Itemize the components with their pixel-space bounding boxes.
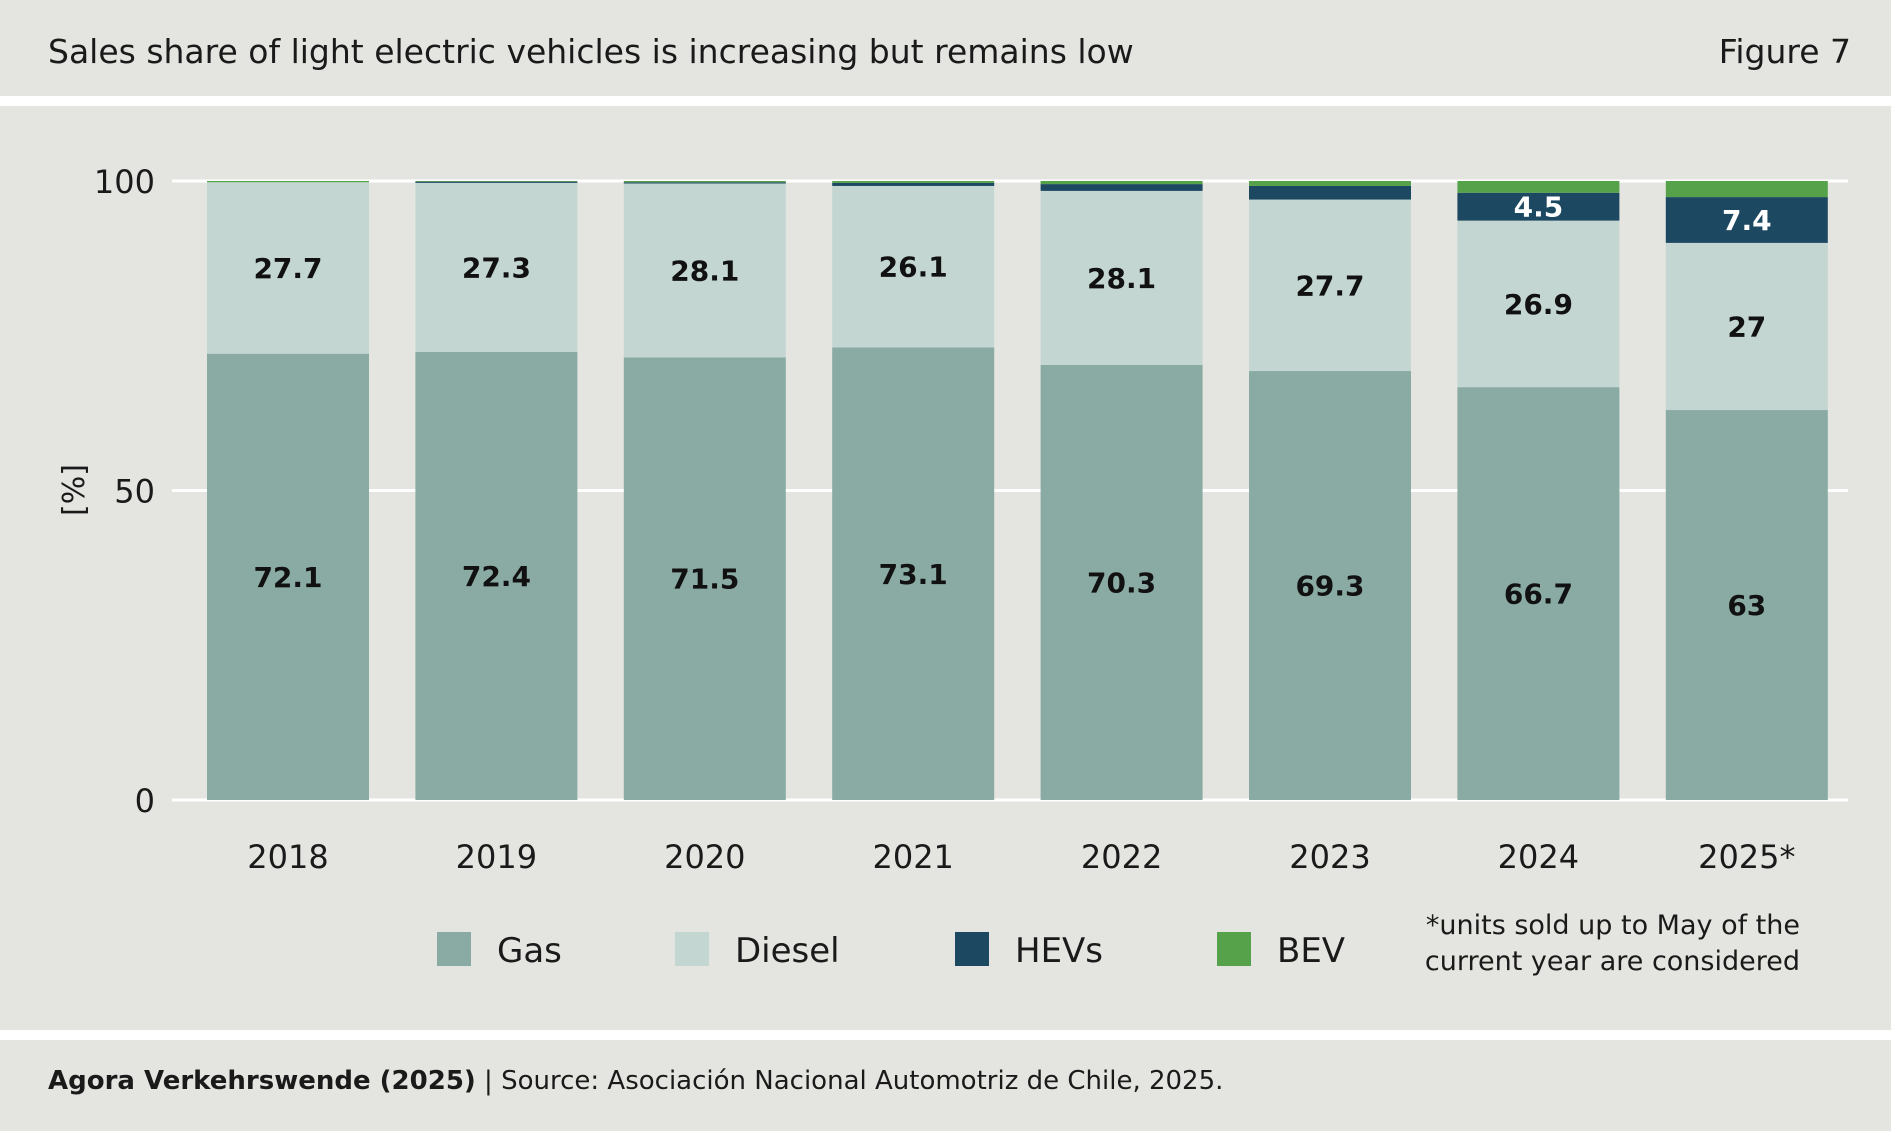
data-label: 27.3 [462, 251, 531, 284]
bar-diesel-2019 [415, 182, 578, 352]
footnote: *units sold up to May of the current year… [1425, 910, 1800, 977]
bar-hevs-2023 [1249, 185, 1411, 200]
data-label: 73.1 [879, 558, 948, 591]
bar-hevs-2024 [1457, 192, 1620, 221]
x-tick-label: 2025* [1698, 838, 1795, 876]
x-tick-label: 2018 [247, 838, 328, 876]
data-label: 71.5 [670, 563, 739, 596]
source: Source: Asociación Nacional Automotriz d… [501, 1066, 1224, 1096]
data-label: 27.7 [253, 252, 322, 285]
bar-hevs-2022 [1040, 184, 1203, 191]
data-label: 69.3 [1295, 570, 1364, 603]
bar-diesel-2024 [1457, 220, 1620, 388]
figure-label: Figure 7 [1718, 32, 1851, 71]
data-label: 66.7 [1504, 578, 1573, 611]
data-label: 27.7 [1295, 269, 1364, 302]
data-label: 72.4 [462, 560, 531, 593]
legend-label-bev: BEV [1277, 931, 1345, 971]
bar-diesel-2018 [207, 182, 369, 354]
footer-band: Agora Verkehrswende (2025) | Source: Aso… [0, 1040, 1891, 1131]
data-label: 7.4 [1722, 204, 1772, 237]
data-label: 27 [1727, 310, 1766, 343]
footer-text: Agora Verkehrswende (2025) | Source: Aso… [48, 1066, 1223, 1096]
legend-swatch-hevs [955, 932, 989, 966]
bar-bev-2018 [207, 181, 369, 183]
x-tick-label: 2021 [872, 838, 953, 876]
bar-gas-2022 [1040, 364, 1203, 800]
data-label: 26.9 [1504, 288, 1573, 321]
bar-bev-2024 [1457, 181, 1620, 193]
bar-gas-2020 [623, 357, 786, 800]
bar-diesel-2020 [623, 183, 786, 358]
x-tick-label: 2024 [1498, 838, 1579, 876]
bar-bev-2025* [1665, 181, 1828, 198]
bar-bev-2020 [623, 181, 786, 183]
bar-hevs-2019 [415, 181, 578, 183]
separator: | [475, 1066, 502, 1096]
bar-bev-2022 [1040, 181, 1203, 185]
bar-hevs-2021 [832, 182, 995, 186]
bar-diesel-2022 [1040, 190, 1203, 365]
bar-bev-2023 [1249, 181, 1411, 186]
x-tick-label: 2019 [456, 838, 537, 876]
data-label: 72.1 [253, 561, 322, 594]
bar-gas-2019 [415, 351, 578, 800]
y-tick-label: 0 [135, 782, 155, 820]
bar-bev-2019 [415, 181, 578, 182]
x-tick-label: 2023 [1289, 838, 1370, 876]
data-label: 70.3 [1087, 566, 1156, 599]
x-tick-label: 2022 [1081, 838, 1162, 876]
publisher: Agora Verkehrswende (2025) [48, 1066, 476, 1096]
title-band: Sales share of light electric vehicles i… [0, 0, 1891, 96]
y-tick-label: 100 [94, 163, 155, 201]
legend-label-diesel: Diesel [735, 931, 840, 971]
chart-title: Sales share of light electric vehicles i… [48, 32, 1134, 71]
bar-gas-2023 [1249, 371, 1411, 800]
bar-diesel-2021 [832, 185, 995, 348]
bar-diesel-2023 [1249, 199, 1411, 372]
x-tick-label: 2020 [664, 838, 745, 876]
data-label: 28.1 [1087, 262, 1156, 295]
bar-hevs-2020 [623, 182, 786, 184]
data-label: 63 [1727, 589, 1766, 622]
legend-swatch-bev [1217, 932, 1251, 966]
footnote-line: *units sold up to May of the [1426, 910, 1800, 941]
bar-gas-2021 [832, 347, 995, 800]
y-axis-label: [%] [57, 464, 92, 516]
legend-label-gas: Gas [497, 931, 562, 971]
bar-gas-2018 [207, 353, 369, 800]
data-label: 28.1 [670, 254, 739, 287]
footnote-line: current year are considered [1425, 946, 1800, 977]
bar-gas-2025* [1665, 410, 1828, 800]
y-tick-label: 50 [114, 473, 155, 511]
bar-gas-2024 [1457, 387, 1620, 800]
legend-label-hevs: HEVs [1015, 931, 1103, 971]
legend-swatch-gas [437, 932, 471, 966]
bar-hevs-2025* [1665, 197, 1828, 243]
bar-bev-2021 [832, 181, 995, 183]
data-label: 26.1 [879, 251, 948, 284]
bar-diesel-2025* [1665, 242, 1828, 411]
legend-swatch-diesel [675, 932, 709, 966]
data-label: 4.5 [1514, 191, 1564, 224]
